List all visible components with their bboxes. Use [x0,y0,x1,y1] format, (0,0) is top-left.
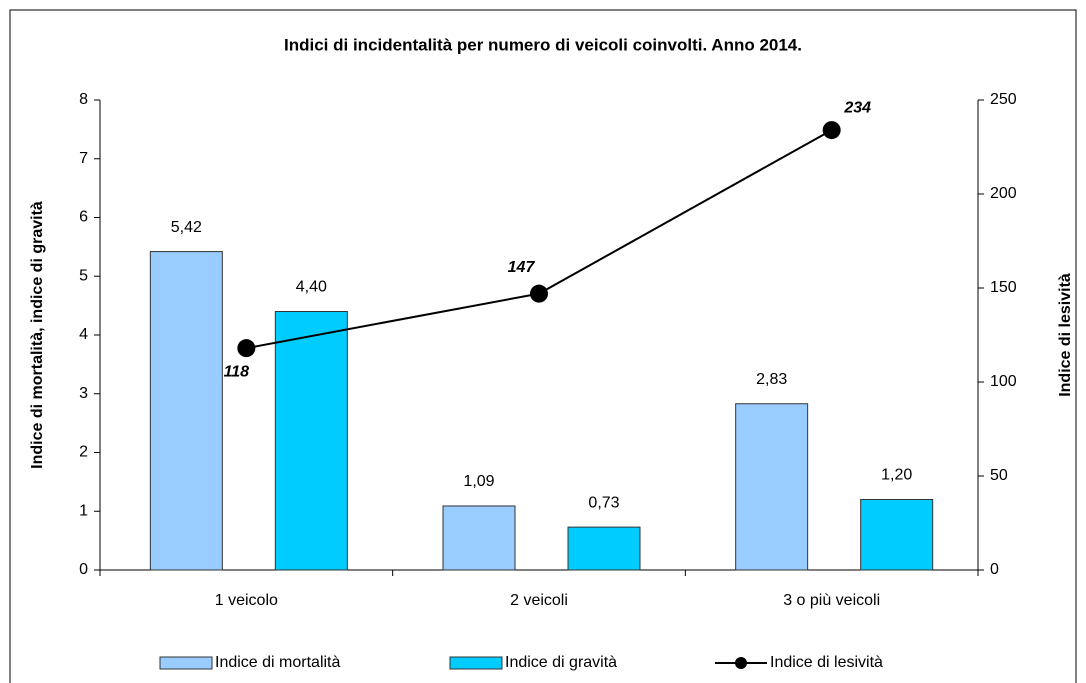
bar-value-label: 5,42 [171,219,202,236]
bar [567,526,641,571]
y-tick-label: 1 [79,502,88,519]
line-marker [530,284,548,303]
y2-axis-label: Indice di lesività [1057,273,1074,397]
legend-label: Indice di mortalità [215,654,340,671]
y2-tick-label: 200 [990,185,1017,202]
bar-value-label: 4,40 [296,279,327,296]
y-tick-label: 5 [79,267,88,284]
line-marker [237,339,256,358]
legend-label: Indice di lesività [770,654,883,671]
x-tick-label: 1 veicolo [215,592,278,609]
bar-value-label: 0,73 [588,494,619,511]
bar [860,499,934,571]
line-marker [822,121,841,140]
y-tick-label: 7 [79,150,88,167]
y-tick-label: 2 [79,444,88,461]
y2-tick-label: 250 [990,91,1017,108]
bar-value-label: 1,09 [463,473,494,490]
bar-value-label: 1,20 [881,467,912,484]
legend-swatch [159,656,213,670]
y-tick-label: 4 [79,326,88,343]
line-value-label: 147 [508,259,536,276]
bar [735,403,809,571]
bar [274,311,348,571]
line-value-label: 234 [843,99,871,116]
y-tick-label: 0 [79,561,88,578]
chart-title: Indici di incidentalità per numero di ve… [284,35,802,54]
y2-tick-label: 0 [990,561,999,578]
x-tick-label: 2 veicoli [510,592,568,609]
legend-swatch [449,656,503,670]
y-tick-label: 3 [79,385,88,402]
legend-swatch [735,657,747,669]
bar [442,505,516,571]
y2-tick-label: 150 [990,279,1017,296]
bar [149,251,223,571]
y-tick-label: 8 [79,91,88,108]
y2-tick-label: 100 [990,373,1017,390]
line-value-label: 118 [224,363,250,380]
y-tick-label: 6 [79,209,88,226]
bar-value-label: 2,83 [756,371,787,388]
y2-tick-label: 50 [990,467,1008,484]
x-tick-label: 3 o più veicoli [783,592,880,609]
y-axis-label: Indice di mortalità, indice di gravità [29,201,46,469]
legend-label: Indice di gravità [505,654,617,671]
